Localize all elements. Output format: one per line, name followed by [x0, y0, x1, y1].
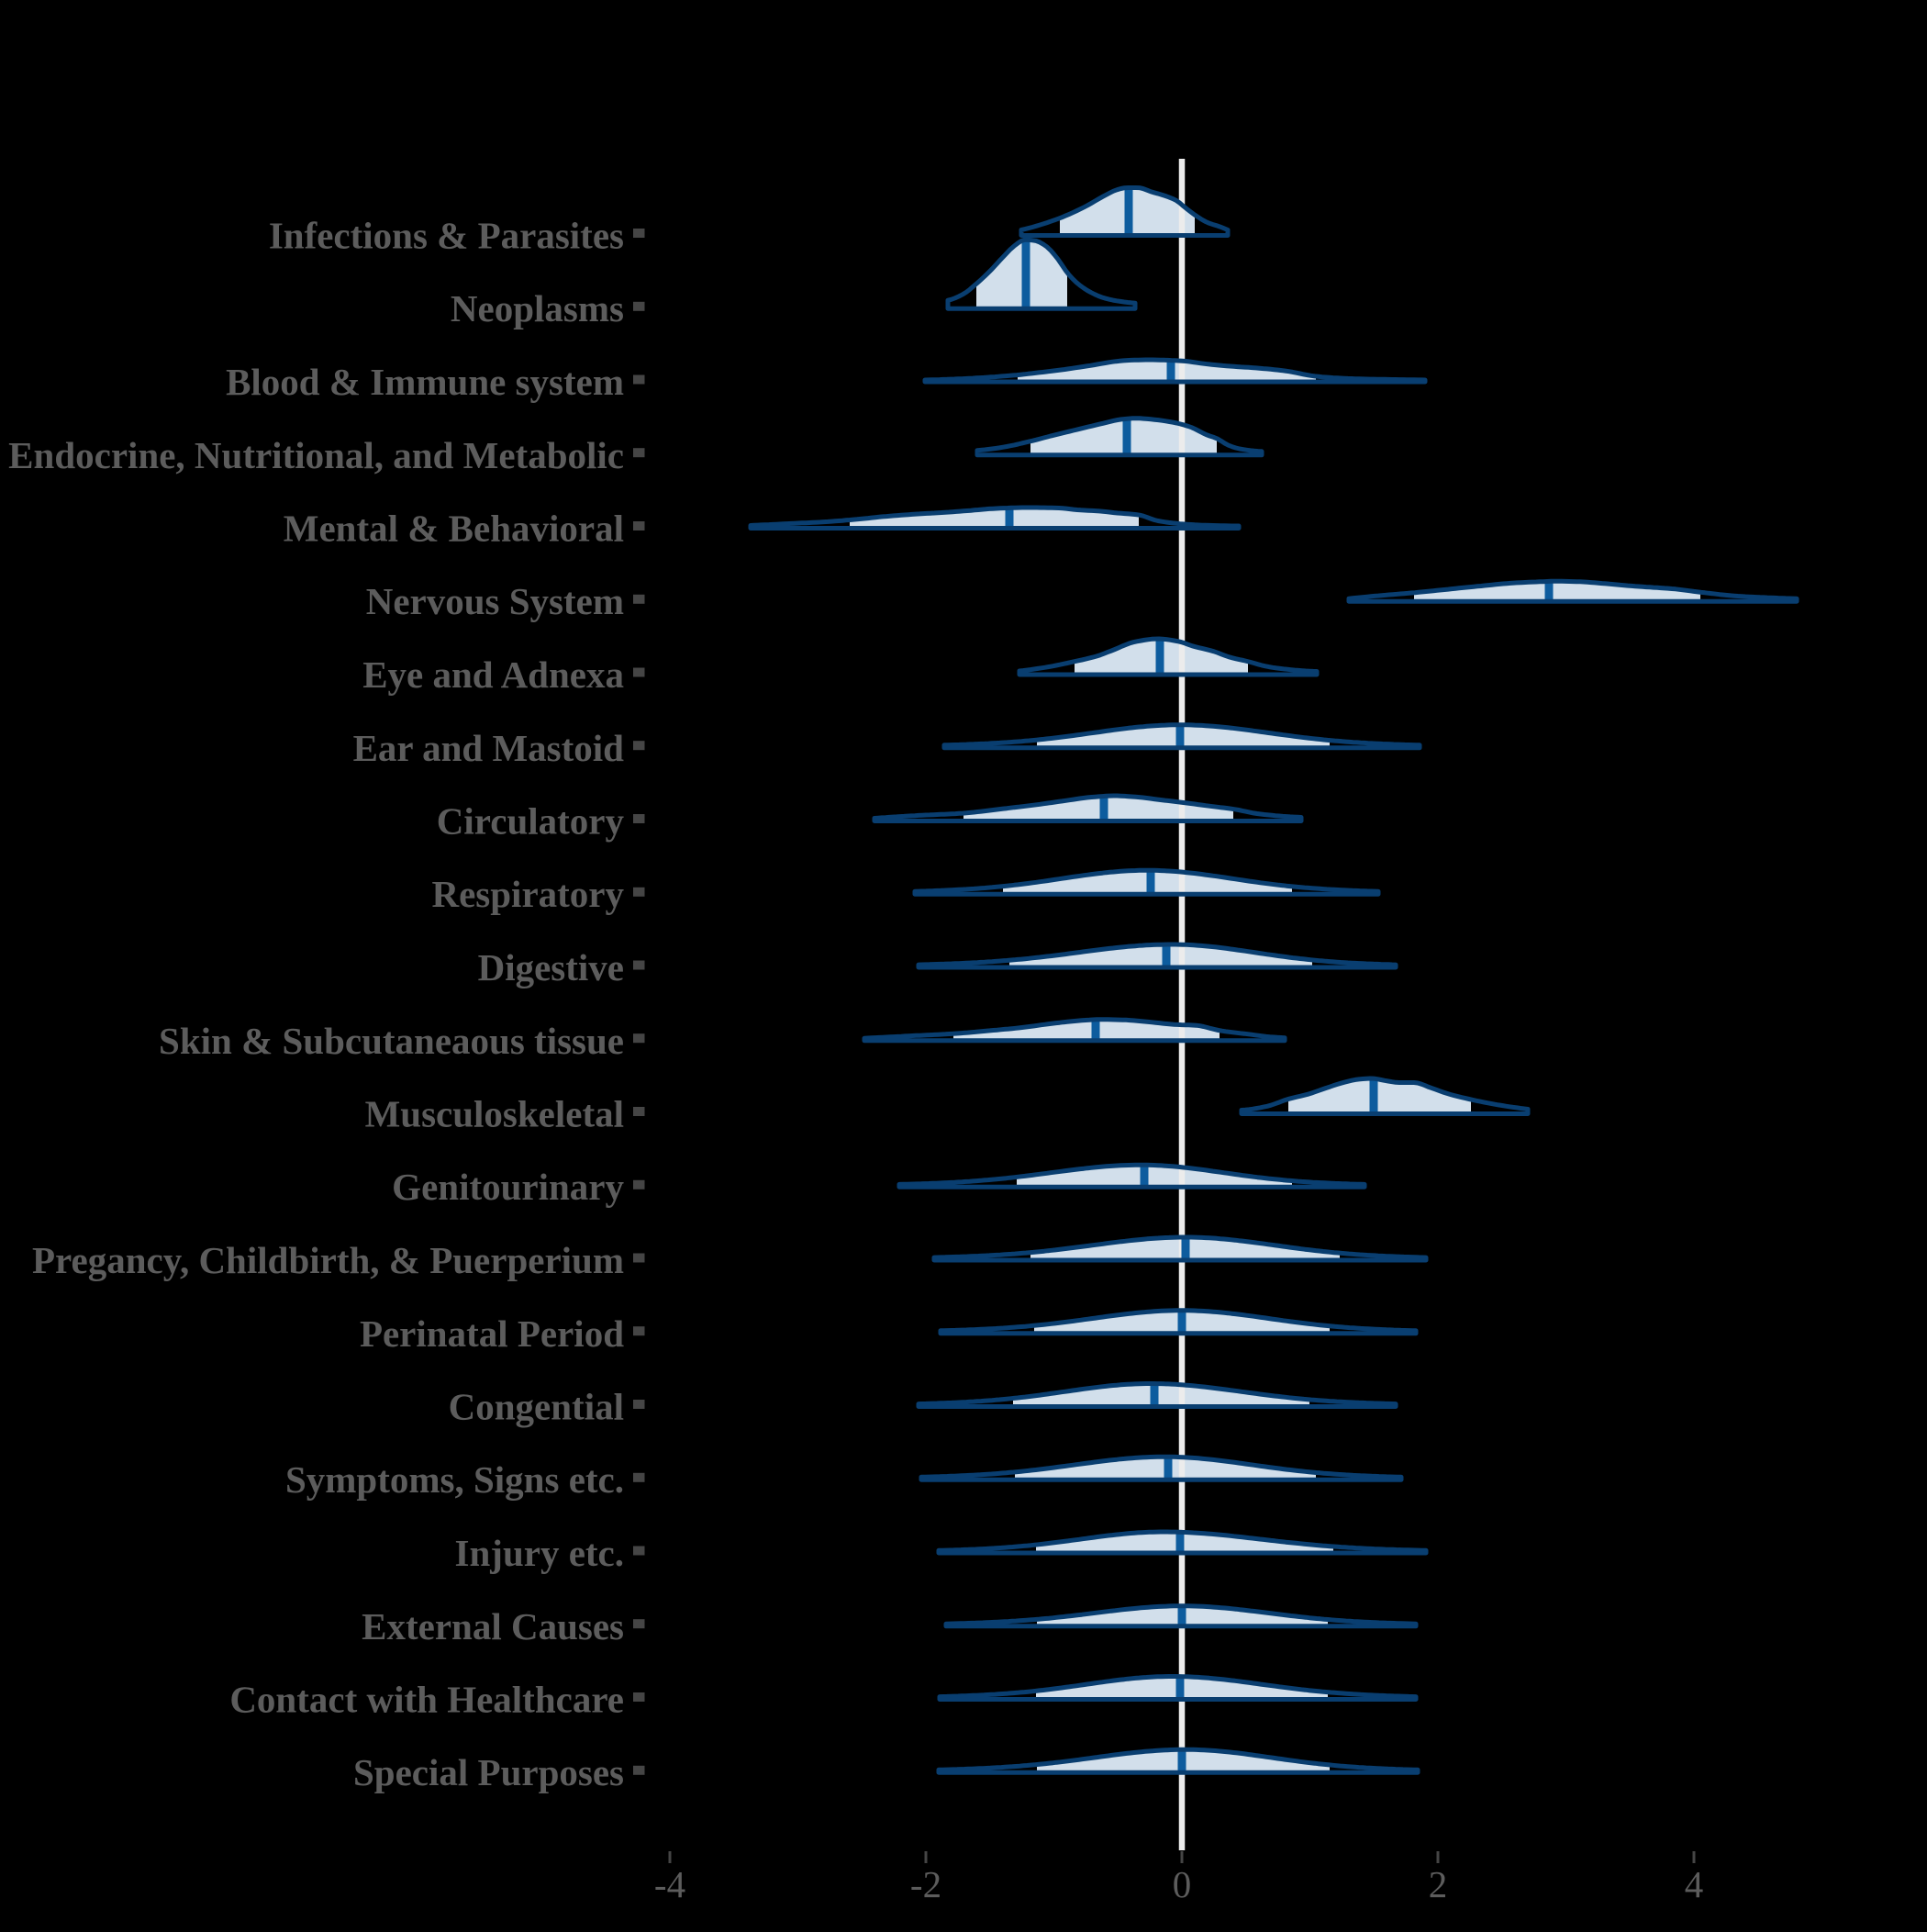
svg-text:-4: -4: [654, 1863, 685, 1905]
svg-text:Musculoskeletal: Musculoskeletal: [365, 1093, 624, 1135]
svg-text:Neoplasms: Neoplasms: [451, 287, 624, 329]
svg-text:Respiratory: Respiratory: [431, 873, 624, 915]
svg-text:Contact with Healthcare: Contact with Healthcare: [229, 1679, 624, 1721]
svg-text:Pregancy, Childbirth, & Puerpe: Pregancy, Childbirth, & Puerperium: [32, 1239, 624, 1281]
svg-text:Congential: Congential: [449, 1386, 624, 1428]
svg-text:4: 4: [1685, 1863, 1704, 1905]
svg-text:Infections & Parasites: Infections & Parasites: [269, 215, 624, 257]
svg-text:0: 0: [1173, 1863, 1192, 1905]
svg-text:Mental & Behavioral: Mental & Behavioral: [284, 508, 624, 550]
svg-text:Nervous System: Nervous System: [366, 580, 624, 622]
svg-text:Circulatory: Circulatory: [437, 800, 625, 843]
svg-text:Digestive: Digestive: [478, 946, 624, 988]
svg-text:-2: -2: [910, 1863, 941, 1905]
svg-text:Skin & Subcutaneaous tissue: Skin & Subcutaneaous tissue: [159, 1020, 624, 1062]
svg-text:2: 2: [1429, 1863, 1448, 1905]
svg-text:Perinatal Period: Perinatal Period: [360, 1312, 624, 1355]
svg-text:Special Purposes: Special Purposes: [353, 1751, 624, 1793]
svg-text:Endocrine, Nutritional, and Me: Endocrine, Nutritional, and Metabolic: [8, 434, 624, 476]
svg-text:Genitourinary: Genitourinary: [392, 1166, 624, 1208]
svg-text:Injury etc.: Injury etc.: [455, 1532, 624, 1574]
svg-text:Symptoms, Signs etc.: Symptoms, Signs etc.: [285, 1458, 624, 1501]
svg-text:Ear and Mastoid: Ear and Mastoid: [353, 727, 625, 769]
svg-text:Blood & Immune system: Blood & Immune system: [226, 361, 624, 403]
svg-text:External Causes: External Causes: [362, 1605, 624, 1647]
svg-text:Eye and Adnexa: Eye and Adnexa: [362, 653, 624, 696]
